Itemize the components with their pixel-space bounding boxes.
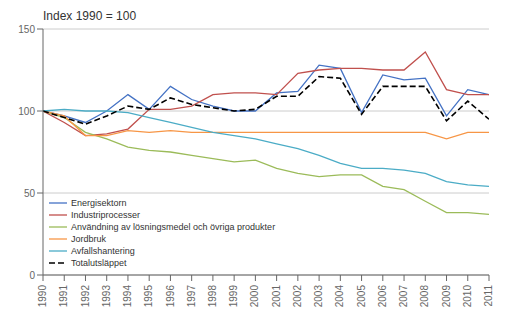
svg-text:2005: 2005 (356, 285, 367, 308)
html-text:Avfallshantering: Avfallshantering (71, 246, 135, 256)
svg-text:150: 150 (18, 24, 35, 35)
svg-text:2010: 2010 (462, 285, 473, 308)
svg-text:1994: 1994 (122, 285, 133, 308)
svg-text:2001: 2001 (271, 285, 282, 308)
svg-text:2002: 2002 (292, 285, 303, 308)
html-text:Totalutsläppet: Totalutsläppet (71, 258, 127, 268)
svg-text:2003: 2003 (313, 285, 324, 308)
svg-text:1999: 1999 (228, 285, 239, 308)
svg-text:1995: 1995 (143, 285, 154, 308)
svg-text:1993: 1993 (101, 285, 112, 308)
svg-text:2004: 2004 (334, 285, 345, 308)
svg-text:0: 0 (29, 270, 35, 281)
html-text:Index 1990 = 100: Index 1990 = 100 (43, 9, 137, 23)
svg-text:2007: 2007 (398, 285, 409, 308)
svg-text:2000: 2000 (249, 285, 260, 308)
svg-text:1991: 1991 (58, 285, 69, 308)
svg-text:1992: 1992 (80, 285, 91, 308)
svg-text:1998: 1998 (207, 285, 218, 308)
html-text:Användning av lösningsmedel oc: Användning av lösningsmedel och övriga p… (71, 222, 276, 232)
svg-text:1990: 1990 (37, 285, 48, 308)
svg-text:100: 100 (18, 106, 35, 117)
svg-text:2006: 2006 (377, 285, 388, 308)
svg-text:1997: 1997 (186, 285, 197, 308)
html-text:Industriprocesser: Industriprocesser (71, 210, 140, 220)
svg-text:2011: 2011 (483, 285, 494, 307)
svg-text:50: 50 (24, 188, 36, 199)
svg-text:1996: 1996 (165, 285, 176, 308)
html-text:Energisektorn: Energisektorn (71, 198, 127, 208)
svg-text:2009: 2009 (441, 285, 452, 308)
svg-text:2008: 2008 (419, 285, 430, 308)
html-text:Jordbruk: Jordbruk (71, 234, 106, 244)
